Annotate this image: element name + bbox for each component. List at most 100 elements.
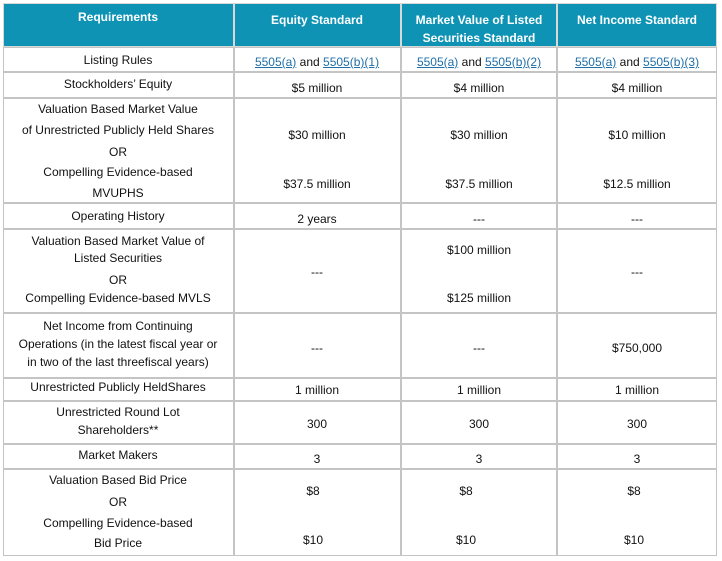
row-label: Valuation Based Market Value of xyxy=(31,234,205,248)
cell-value: 1 million xyxy=(294,383,340,397)
table-cell xyxy=(557,72,717,98)
row-label: Valuation Based Market Value xyxy=(38,102,198,116)
header-cell xyxy=(557,3,717,47)
row-label: Unrestricted Publicly HeldShares xyxy=(30,380,206,394)
row-label: Listed Securities xyxy=(73,251,163,265)
header-net-income: Net Income Standard xyxy=(576,13,698,27)
header-mvls: Securities Standard xyxy=(422,31,536,45)
row-label: Compelling Evidence-based MVLS xyxy=(25,291,211,305)
row-label: Compelling Evidence-based xyxy=(43,516,193,530)
cell-value: $125 million xyxy=(446,291,512,305)
table-cell xyxy=(3,378,234,401)
cell-value: $8 xyxy=(306,484,320,498)
link-5505a[interactable]: 5505(a) xyxy=(416,55,459,69)
table-cell xyxy=(557,98,717,203)
table-cell xyxy=(234,469,401,556)
table-cell xyxy=(234,47,401,72)
table-cell xyxy=(401,47,557,72)
cell-value: --- xyxy=(473,212,485,226)
table-cell xyxy=(557,47,717,72)
header-cell xyxy=(234,3,401,47)
cell-value: 3 xyxy=(475,452,483,466)
cell-value: 300 xyxy=(626,417,648,431)
table-cell xyxy=(401,72,557,98)
table-cell xyxy=(3,313,234,378)
and-text: and xyxy=(299,55,320,69)
cell-value: $30 million xyxy=(288,128,346,142)
table-cell xyxy=(401,378,557,401)
row-label: Listing Rules xyxy=(83,53,153,67)
link-5505a[interactable]: 5505(a) xyxy=(254,55,297,69)
cell-value: --- xyxy=(631,265,643,279)
listing-rule-mvls: 5505(a) and 5505(b)(2) xyxy=(417,55,541,69)
table-cell xyxy=(401,203,557,229)
cell-value: 3 xyxy=(633,452,641,466)
row-label: Compelling Evidence-based xyxy=(43,165,193,179)
cell-value: --- xyxy=(473,341,485,355)
table-cell xyxy=(557,203,717,229)
cell-value: $12.5 million xyxy=(603,177,671,191)
table-cell xyxy=(401,229,557,313)
table-cell xyxy=(557,444,717,469)
row-label: Bid Price xyxy=(93,536,143,550)
cell-value: 300 xyxy=(468,417,490,431)
table-cell xyxy=(557,469,717,556)
table-cell xyxy=(234,401,401,444)
cell-value: $37.5 million xyxy=(445,177,513,191)
row-label: Unrestricted Round Lot xyxy=(56,405,180,419)
table-cell xyxy=(401,444,557,469)
cell-value: 2 years xyxy=(297,212,337,226)
table-cell xyxy=(234,72,401,98)
header-cell xyxy=(401,3,557,47)
table-cell xyxy=(3,401,234,444)
table-cell xyxy=(401,401,557,444)
table-cell xyxy=(401,313,557,378)
header-mvls: Market Value of Listed xyxy=(415,13,543,27)
table-cell xyxy=(3,469,234,556)
cell-value: $30 million xyxy=(450,128,508,142)
cell-value: --- xyxy=(311,265,323,279)
table-cell xyxy=(557,378,717,401)
table-cell xyxy=(401,98,557,203)
row-label: OR xyxy=(109,273,127,287)
cell-value: $37.5 million xyxy=(283,177,351,191)
cell-value: $4 million xyxy=(611,81,663,95)
table-cell xyxy=(234,313,401,378)
table-cell xyxy=(3,47,234,72)
link-5505a[interactable]: 5505(a) xyxy=(574,55,617,69)
row-label: Stockholders’ Equity xyxy=(63,77,173,91)
listing-rule-net-income: 5505(a) and 5505(b)(3) xyxy=(575,55,699,69)
row-label: of Unrestricted Publicly Held Shares xyxy=(21,123,215,137)
row-label: Operations (in the latest fiscal year or xyxy=(18,337,218,351)
and-text: and xyxy=(619,55,640,69)
cell-value: $8 xyxy=(627,484,641,498)
row-label: Market Makers xyxy=(78,448,158,462)
link-5505b2[interactable]: 5505(b)(2) xyxy=(485,55,542,69)
table-cell xyxy=(557,229,717,313)
link-5505b3[interactable]: 5505(b)(3) xyxy=(643,55,700,69)
row-label: OR xyxy=(109,145,127,159)
cell-value: $8 xyxy=(459,484,473,498)
cell-value: --- xyxy=(631,212,643,226)
table-cell xyxy=(557,313,717,378)
row-label: OR xyxy=(109,495,127,509)
link-5505b1[interactable]: 5505(b)(1) xyxy=(323,55,380,69)
cell-value: $5 million xyxy=(291,81,343,95)
and-text: and xyxy=(461,55,482,69)
row-label: Operating History xyxy=(71,209,165,223)
table-cell xyxy=(3,229,234,313)
table-cell xyxy=(234,203,401,229)
table-cell xyxy=(3,72,234,98)
listing-rule-equity: 5505(a) and 5505(b)(1) xyxy=(255,55,379,69)
table-cell xyxy=(401,469,557,556)
table-cell xyxy=(234,98,401,203)
header-requirements: Requirements xyxy=(77,10,159,24)
table-cell xyxy=(557,401,717,444)
cell-value: 300 xyxy=(306,417,328,431)
cell-value: $4 million xyxy=(453,81,505,95)
row-label: Valuation Based Bid Price xyxy=(49,473,187,487)
table-cell xyxy=(234,378,401,401)
cell-value: $10 xyxy=(302,533,324,547)
cell-value: 1 million xyxy=(456,383,502,397)
